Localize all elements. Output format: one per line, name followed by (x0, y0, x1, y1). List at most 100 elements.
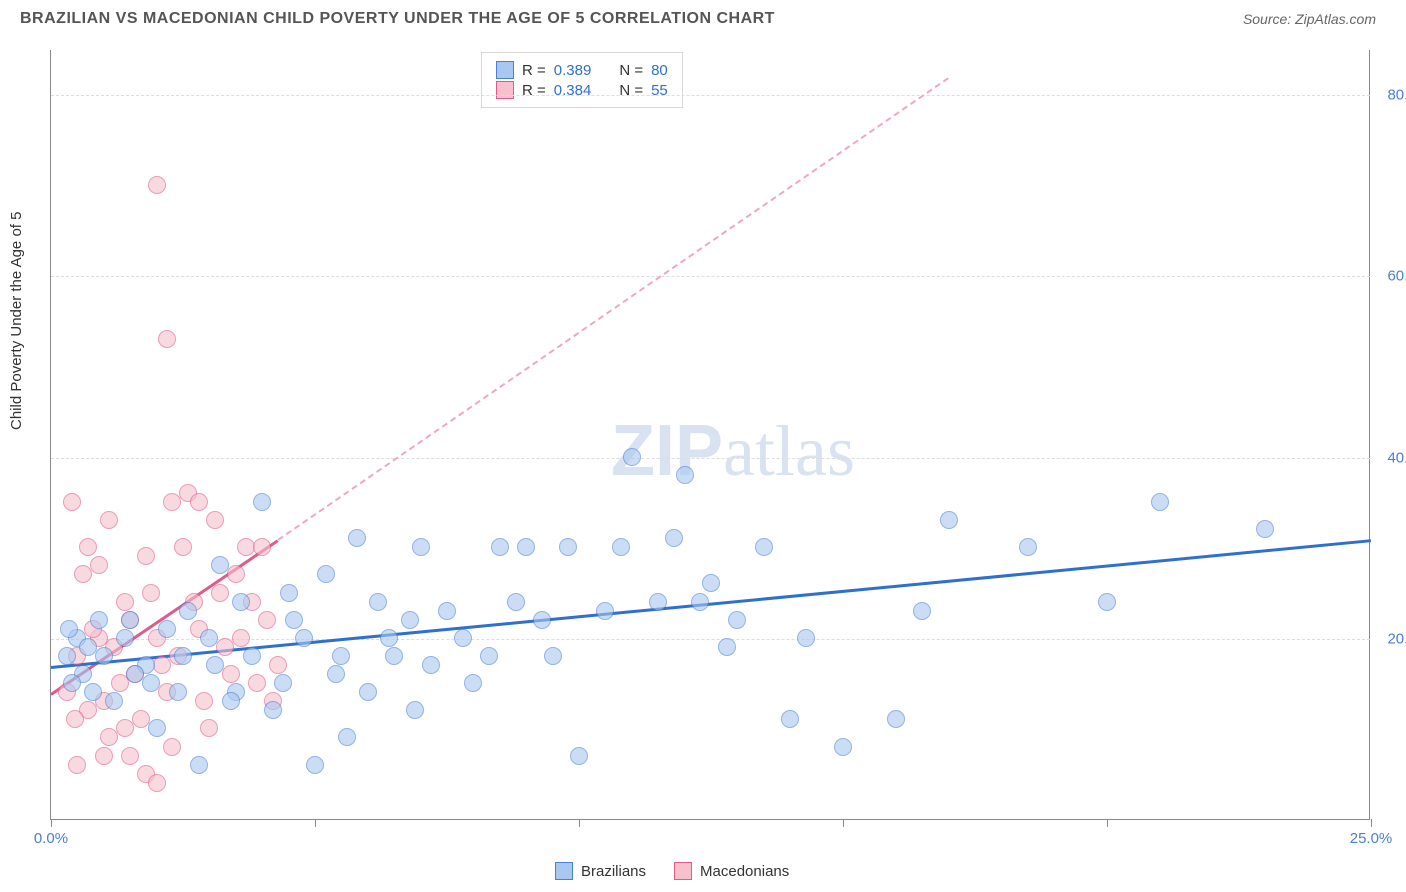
scatter-point (200, 719, 218, 737)
x-tick (1107, 819, 1108, 827)
scatter-point (148, 176, 166, 194)
scatter-point (243, 647, 261, 665)
scatter-point (327, 665, 345, 683)
blue-swatch-icon (496, 61, 514, 79)
scatter-point (280, 584, 298, 602)
y-tick-label: 40.0% (1387, 449, 1406, 466)
scatter-point (232, 629, 250, 647)
pink-swatch-icon (674, 862, 692, 880)
scatter-point (211, 556, 229, 574)
scatter-point (306, 756, 324, 774)
scatter-point (169, 683, 187, 701)
blue-r-value: 0.389 (554, 62, 592, 79)
scatter-point (649, 593, 667, 611)
trend-line (277, 77, 949, 541)
scatter-point (200, 629, 218, 647)
chart-title: BRAZILIAN VS MACEDONIAN CHILD POVERTY UN… (20, 10, 775, 28)
legend-label-blue: Brazilians (581, 863, 646, 880)
watermark-atlas: atlas (723, 411, 855, 491)
legend-row-pink: R = 0.384 N = 55 (496, 81, 668, 99)
scatter-point (1151, 493, 1169, 511)
scatter-point (332, 647, 350, 665)
scatter-point (570, 747, 588, 765)
scatter-point (148, 774, 166, 792)
scatter-point (665, 529, 683, 547)
x-tick-label: 25.0% (1350, 830, 1393, 847)
scatter-point (174, 647, 192, 665)
scatter-point (163, 493, 181, 511)
scatter-point (248, 674, 266, 692)
scatter-point (116, 719, 134, 737)
scatter-point (755, 538, 773, 556)
scatter-point (438, 602, 456, 620)
scatter-point (940, 511, 958, 529)
scatter-point (79, 538, 97, 556)
x-tick (315, 819, 316, 827)
scatter-point (422, 656, 440, 674)
scatter-point (148, 719, 166, 737)
x-tick (579, 819, 580, 827)
scatter-point (63, 493, 81, 511)
legend-row-blue: R = 0.389 N = 80 (496, 61, 668, 79)
scatter-point (887, 710, 905, 728)
blue-swatch-icon (555, 862, 573, 880)
scatter-point (380, 629, 398, 647)
y-tick-label: 20.0% (1387, 630, 1406, 647)
x-tick (843, 819, 844, 827)
legend-label-pink: Macedonians (700, 863, 789, 880)
scatter-point (702, 574, 720, 592)
scatter-point (105, 692, 123, 710)
scatter-point (84, 683, 102, 701)
scatter-point (274, 674, 292, 692)
scatter-point (158, 330, 176, 348)
scatter-point (728, 611, 746, 629)
scatter-point (1256, 520, 1274, 538)
scatter-point (295, 629, 313, 647)
scatter-point (623, 448, 641, 466)
y-axis-label: Child Poverty Under the Age of 5 (8, 212, 25, 430)
y-tick-label: 80.0% (1387, 87, 1406, 104)
scatter-point (834, 738, 852, 756)
correlation-legend: R = 0.389 N = 80 R = 0.384 N = 55 (481, 52, 683, 108)
scatter-point (158, 620, 176, 638)
scatter-point (100, 511, 118, 529)
scatter-point (612, 538, 630, 556)
scatter-point (338, 728, 356, 746)
scatter-point (253, 538, 271, 556)
scatter-point (90, 611, 108, 629)
scatter-point (401, 611, 419, 629)
scatter-point (464, 674, 482, 692)
scatter-point (190, 756, 208, 774)
scatter-point (121, 611, 139, 629)
scatter-point (190, 493, 208, 511)
scatter-point (206, 511, 224, 529)
gridline-h (51, 276, 1370, 277)
y-tick-label: 60.0% (1387, 268, 1406, 285)
x-tick-label: 0.0% (34, 830, 68, 847)
scatter-point (517, 538, 535, 556)
chart-right-border (1369, 50, 1370, 819)
scatter-point (406, 701, 424, 719)
scatter-point (90, 556, 108, 574)
r-label: R = (522, 62, 546, 79)
legend-item-brazilians: Brazilians (555, 862, 646, 880)
scatter-point (359, 683, 377, 701)
scatter-point (179, 602, 197, 620)
pink-swatch-icon (496, 81, 514, 99)
scatter-point (163, 738, 181, 756)
scatter-point (142, 674, 160, 692)
scatter-point (174, 538, 192, 556)
scatter-point (258, 611, 276, 629)
scatter-point (232, 593, 250, 611)
scatter-point (533, 611, 551, 629)
scatter-point (116, 593, 134, 611)
scatter-point (385, 647, 403, 665)
scatter-point (412, 538, 430, 556)
scatter-point (95, 747, 113, 765)
gridline-h (51, 95, 1370, 96)
scatter-point (718, 638, 736, 656)
scatter-point (480, 647, 498, 665)
scatter-point (206, 656, 224, 674)
scatter-point (454, 629, 472, 647)
scatter-point (116, 629, 134, 647)
